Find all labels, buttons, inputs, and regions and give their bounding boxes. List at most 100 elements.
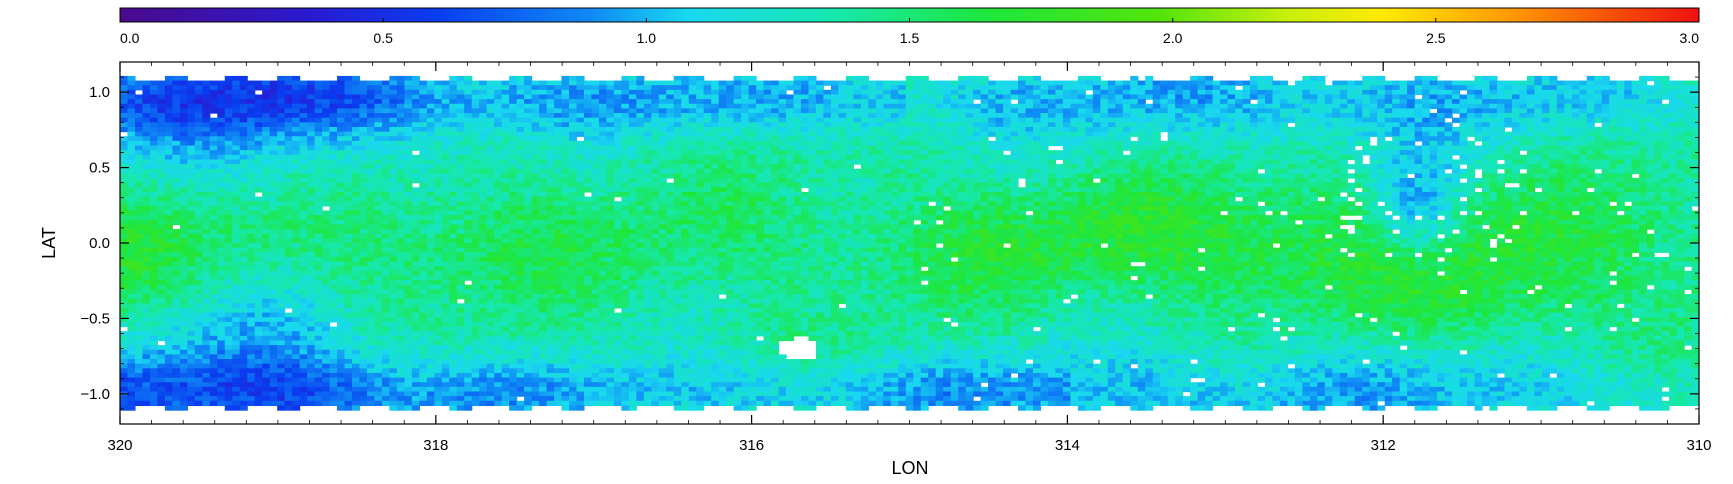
heatmap-cell <box>262 150 271 156</box>
heatmap-cell <box>1279 80 1289 86</box>
heatmap-cell <box>1646 168 1655 174</box>
heatmap-cell <box>381 150 390 156</box>
heatmap-cell <box>1377 145 1386 151</box>
heatmap-cell <box>636 150 645 156</box>
heatmap-cell <box>269 103 278 110</box>
heatmap-cell <box>1669 94 1678 100</box>
heatmap-cell <box>1519 159 1528 165</box>
heatmap-cell <box>1601 108 1610 114</box>
heatmap-cell <box>524 113 533 119</box>
heatmap-cell <box>1287 164 1296 170</box>
heatmap-cell <box>262 182 271 188</box>
heatmap-cell <box>404 182 413 188</box>
heatmap-cell <box>1287 113 1296 119</box>
heatmap-cell <box>464 182 473 188</box>
heatmap-cell <box>1377 85 1386 91</box>
heatmap-cell <box>374 113 383 119</box>
heatmap-cell <box>524 75 533 82</box>
heatmap-cell <box>1481 89 1491 96</box>
heatmap-cell <box>1489 113 1498 119</box>
heatmap-cell <box>1601 85 1610 91</box>
heatmap-cell <box>973 75 982 82</box>
heatmap-cell <box>1085 113 1094 119</box>
heatmap-cell <box>771 168 780 174</box>
heatmap-cell <box>434 182 443 188</box>
heatmap-cell <box>441 150 450 156</box>
heatmap-cell <box>1085 131 1094 137</box>
heatmap-cell <box>988 108 997 114</box>
heatmap-cell <box>1077 122 1086 128</box>
heatmap-cell <box>1481 159 1491 165</box>
heatmap-cell <box>179 131 188 137</box>
heatmap-cell <box>396 99 405 105</box>
heatmap-cell <box>1669 117 1678 123</box>
heatmap-cell <box>426 173 435 179</box>
heatmap-cell <box>935 80 944 86</box>
heatmap-cell <box>1279 103 1289 110</box>
heatmap-cell <box>337 154 346 161</box>
heatmap-cell <box>172 150 181 156</box>
heatmap-cell <box>389 173 398 179</box>
heatmap-cell <box>1399 182 1408 188</box>
heatmap-cell <box>860 178 869 184</box>
heatmap-cell <box>741 75 750 82</box>
heatmap-cell <box>322 103 331 110</box>
heatmap-cell <box>868 85 877 91</box>
heatmap-cell <box>1609 113 1618 119</box>
heatmap-cell <box>1496 99 1506 105</box>
heatmap-cell <box>366 89 376 96</box>
heatmap-cell <box>681 150 690 156</box>
heatmap-cell <box>1279 164 1289 170</box>
heatmap-cell <box>134 94 144 100</box>
heatmap-cell <box>883 159 892 165</box>
heatmap-cell <box>583 136 593 142</box>
heatmap-cell <box>292 131 301 137</box>
heatmap-cell <box>793 145 802 151</box>
heatmap-cell <box>1504 108 1513 114</box>
heatmap-cell <box>943 178 952 184</box>
heatmap-cell <box>1212 173 1221 179</box>
heatmap-cell <box>838 122 847 128</box>
heatmap-cell <box>1571 85 1580 91</box>
heatmap-cell <box>426 154 435 161</box>
heatmap-cell <box>763 99 772 105</box>
heatmap-cell <box>1018 80 1027 86</box>
heatmap-cell <box>1631 182 1640 188</box>
heatmap-cell <box>718 117 727 123</box>
heatmap-cell <box>1205 159 1214 165</box>
heatmap-cell <box>1676 136 1685 142</box>
heatmap-cell <box>778 99 787 105</box>
heatmap-cell <box>1055 154 1064 161</box>
heatmap-cell <box>673 173 682 179</box>
heatmap-cell <box>1429 168 1438 174</box>
heatmap-cell <box>142 126 151 133</box>
heatmap-cell <box>471 85 480 91</box>
heatmap-cell <box>1429 89 1438 96</box>
heatmap-cell <box>800 145 810 151</box>
heatmap-cell <box>673 182 682 188</box>
heatmap-cell <box>1145 75 1154 82</box>
heatmap-cell <box>411 103 420 110</box>
heatmap-cell <box>494 154 503 161</box>
heatmap-cell <box>1631 99 1640 105</box>
heatmap-cell <box>1564 140 1573 147</box>
heatmap-cell <box>973 150 982 156</box>
heatmap-cell <box>1100 85 1109 91</box>
heatmap-cell <box>965 159 974 165</box>
heatmap-cell <box>1384 117 1393 123</box>
heatmap-cell <box>823 99 832 105</box>
heatmap-cell <box>269 173 278 179</box>
heatmap-cell <box>748 168 757 174</box>
heatmap-cell <box>815 168 825 174</box>
heatmap-cell <box>1294 122 1303 128</box>
heatmap-cell <box>1055 178 1064 184</box>
heatmap-cell <box>1107 136 1116 142</box>
heatmap-cell <box>1272 150 1281 156</box>
heatmap-cell <box>254 99 263 105</box>
heatmap-cell <box>1669 113 1678 119</box>
heatmap-cell <box>344 103 353 110</box>
heatmap-cell <box>464 122 473 128</box>
heatmap-cell <box>232 131 241 137</box>
heatmap-cell <box>1160 168 1169 174</box>
heatmap-cell <box>793 154 802 161</box>
